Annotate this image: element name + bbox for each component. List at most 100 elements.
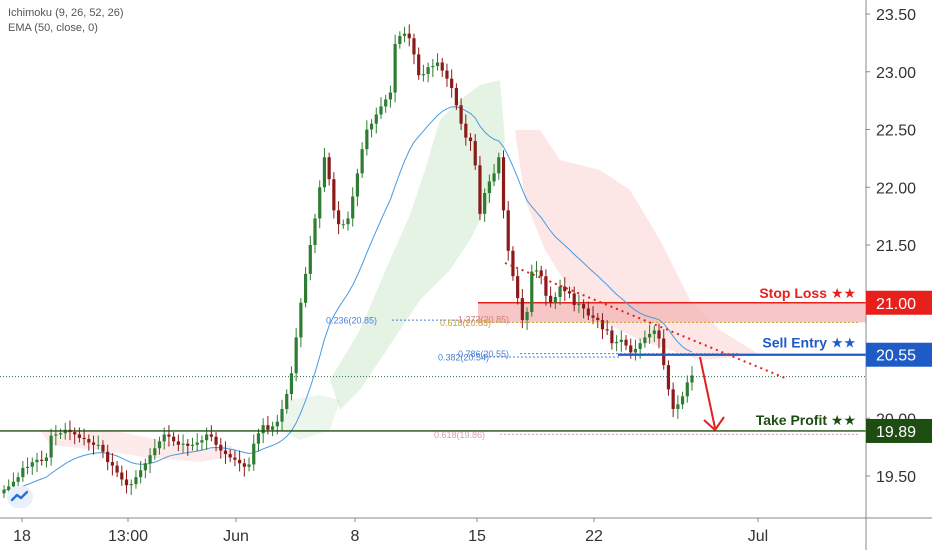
candle-body [624,339,628,346]
candle-body [16,477,20,482]
candle-body [233,457,237,460]
candle-body [492,173,496,182]
candle-body [435,62,440,66]
candle-body [558,286,562,297]
candle-body [176,441,180,445]
candle-body [181,443,185,445]
candle-body [525,311,529,321]
stop-loss-label: Stop Loss ★★ [759,285,856,301]
candle-body [487,181,491,194]
candle-body [530,271,534,312]
candle-body [11,481,16,487]
candle-body [355,173,360,197]
candle-body [54,434,58,436]
sell-entry-price-tag-text: 20.55 [876,348,916,365]
y-tick-label: 19.50 [876,469,916,486]
fib-level-label: 0.236(20.85) [326,316,377,326]
stop-loss-zone-rect [478,302,866,323]
candle-body [629,345,633,353]
candle-body [652,330,656,334]
fib-level-label: 1.272(20.85) [458,314,509,324]
tradingview-logo-icon[interactable] [7,486,33,508]
candle-body [266,425,270,430]
candle-body [553,296,557,303]
candle-body [549,295,553,303]
candle-body [7,486,11,490]
candle-body [412,38,416,55]
candle-body [676,404,680,410]
candle-body [369,123,374,130]
candle-body [280,409,284,422]
candle-body [600,320,605,330]
candle-body [124,479,129,486]
candle-body [322,157,327,188]
price-levels [0,353,866,432]
candle-body [195,442,199,445]
candle-body [610,330,614,344]
bullish-cloud-shape [280,395,340,440]
x-tick-label: 13:00 [108,528,148,545]
candle-body [440,62,444,71]
candle-body [483,193,487,214]
candle-body [299,302,303,338]
fib-level-label: 0.618(20.83) [440,318,491,328]
y-tick-label: 22.50 [876,123,916,140]
candle-body [431,65,435,68]
candle-body [374,114,378,124]
candle-body [539,270,543,277]
candle-body [417,54,421,76]
target-arrow-head [703,416,725,432]
y-tick-label: 22.00 [876,180,916,197]
candle-body [101,444,105,452]
candle-body [662,338,666,366]
candle-body [271,426,275,430]
candle-body [252,443,256,465]
ichimoku-cloud [40,80,760,462]
candle-body [421,74,425,76]
candle-body [214,436,218,445]
candle-body [172,436,176,442]
candle-body [647,333,652,338]
x-tick-label: 18 [13,528,31,545]
candle-body [275,421,279,427]
candle-body [134,477,138,485]
take-profit-price-tag [866,418,932,443]
y-tick-label: 21.50 [876,238,916,255]
candle-body [563,286,567,292]
candle-body [219,444,223,451]
candle-body [25,466,30,468]
candle-body [407,33,411,39]
candle-body [327,157,331,180]
fib-level-label: 0.786(20.55) [458,349,509,359]
y-tick-label: 23.00 [876,65,916,82]
candle-body [520,298,524,321]
candle-body [685,382,689,397]
candle-body [261,425,265,434]
candle-body [690,375,694,383]
fib-level-label: 0.382(20.54) [438,353,489,363]
ema-indicator-label[interactable]: EMA (50, close, 0) [8,22,98,34]
candle-body [473,141,477,166]
candle-body [115,465,119,473]
candle-body [285,393,289,410]
ichimoku-indicator-label[interactable]: Ichimoku (9, 26, 52, 26) [8,7,124,19]
candle-body [256,433,261,444]
candle-body [289,373,294,394]
trendline [504,262,786,379]
candle-body [464,123,468,138]
candle-body [157,441,162,449]
fib-level-label: 0.618(19.86) [434,430,485,440]
target-arrow [699,356,716,429]
candle-body [143,463,147,471]
candle-body [129,484,133,486]
candle-body [120,472,124,480]
candle-body [77,434,81,438]
candle-body [643,337,647,344]
candle-body [511,250,515,277]
candle-body [426,67,430,75]
candle-body [468,137,473,142]
candle-body [318,187,322,219]
candle-body [657,330,661,339]
candle-body [478,165,482,214]
